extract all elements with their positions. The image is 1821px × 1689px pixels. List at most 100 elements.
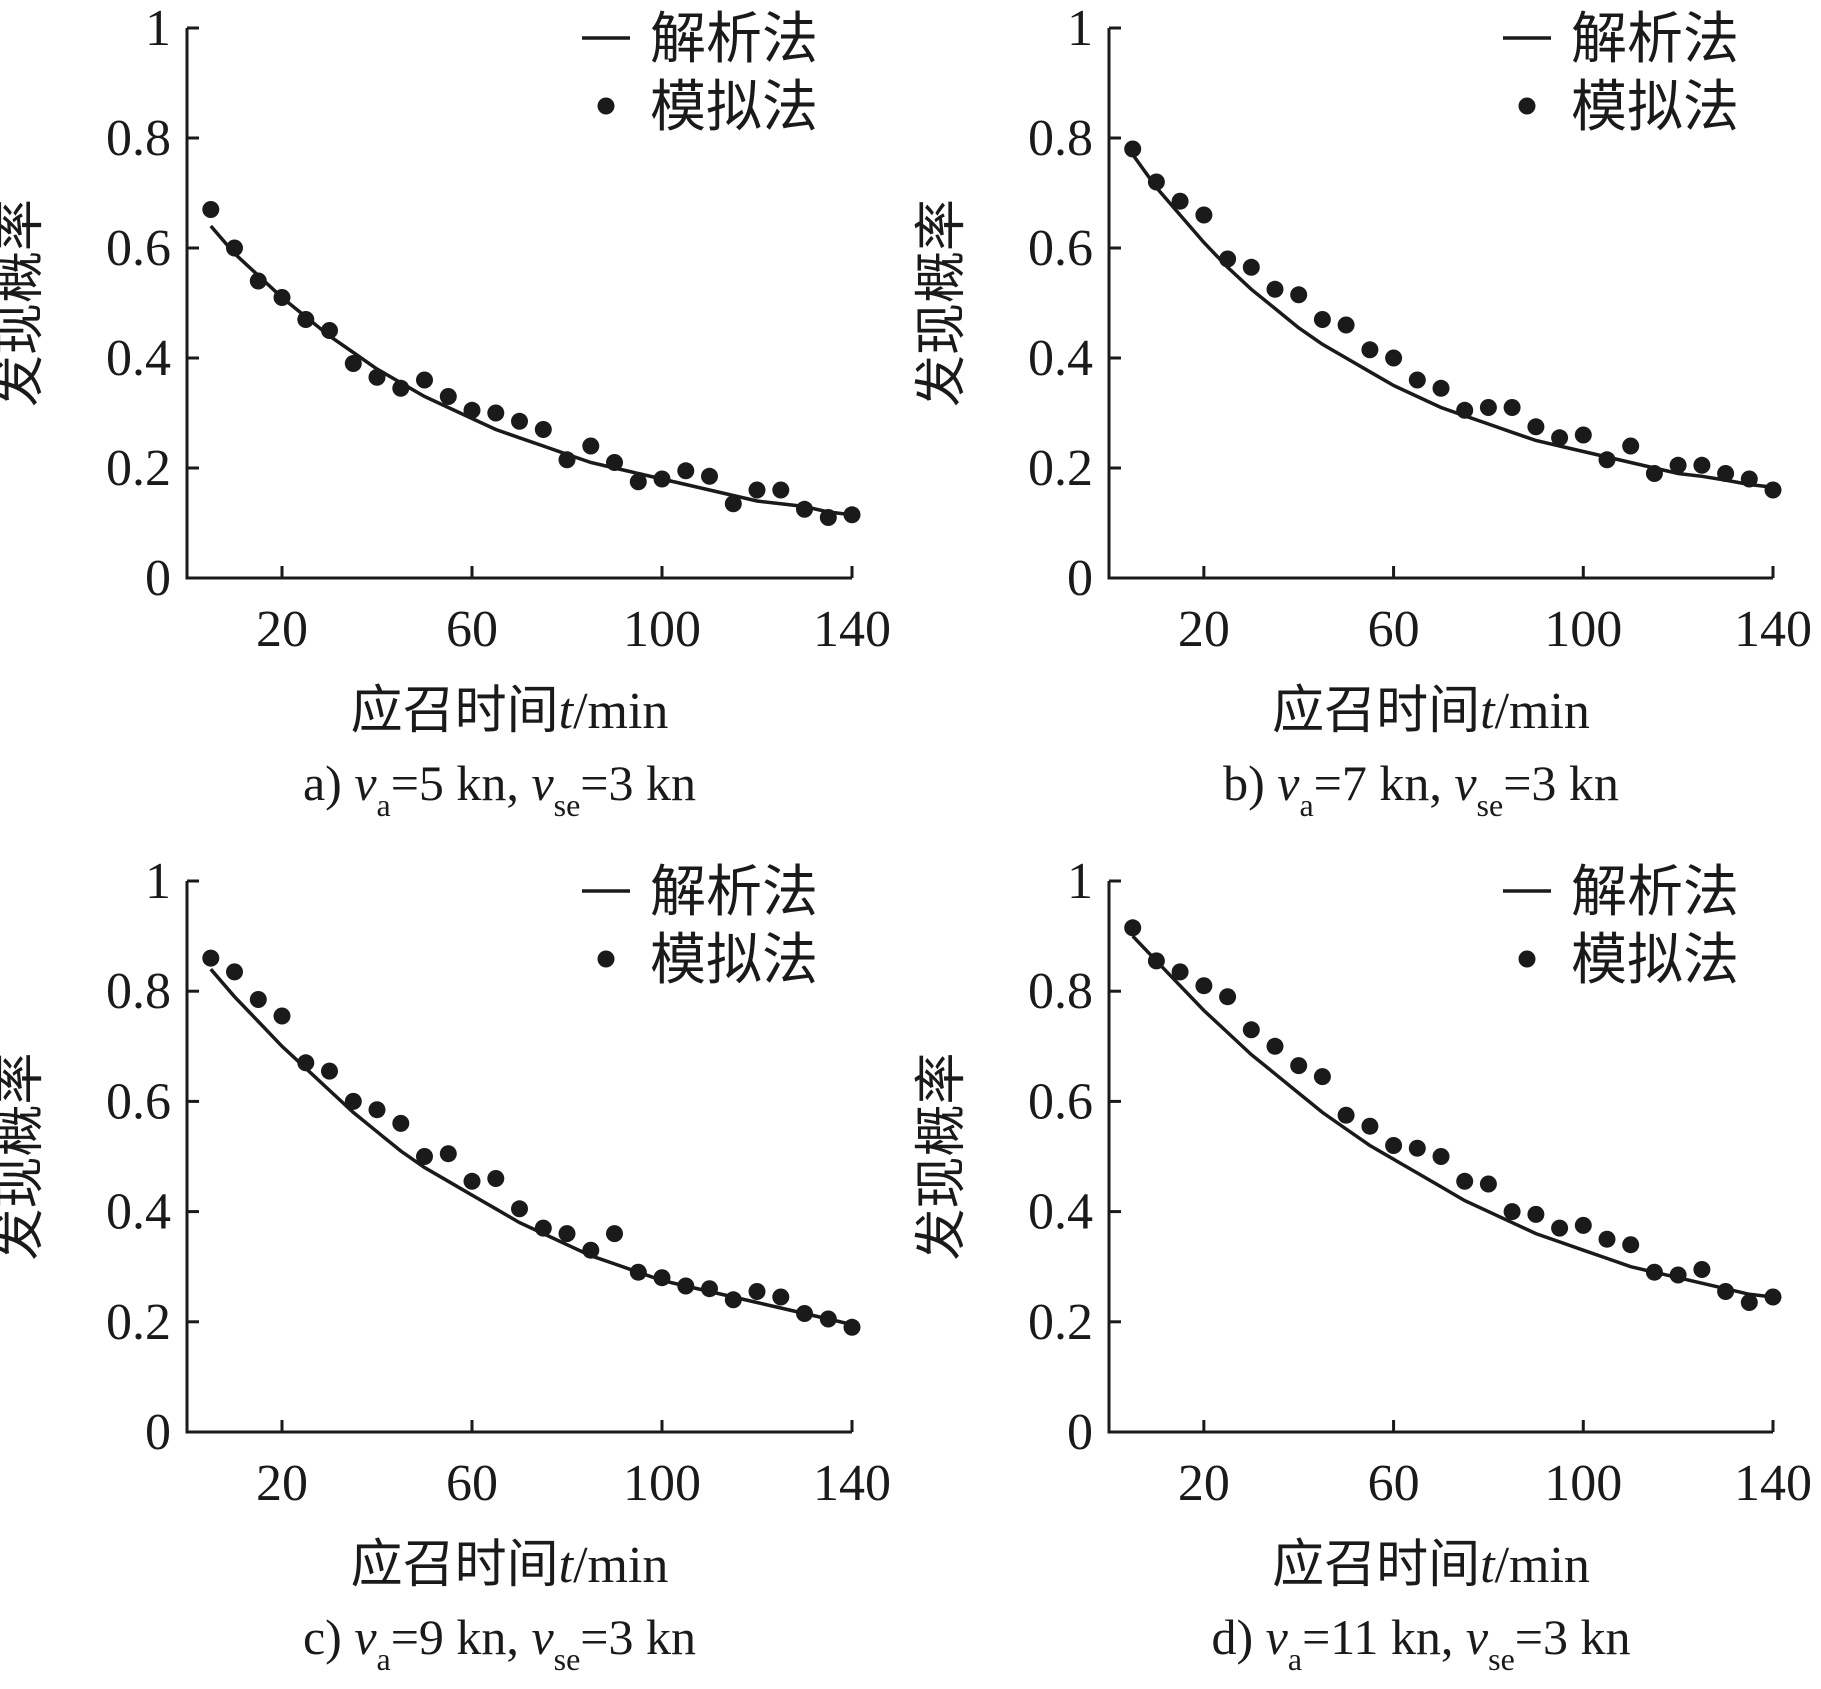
simulation-point (202, 949, 220, 967)
simulation-point (1361, 1117, 1379, 1135)
caption-suffix: =3 kn (580, 755, 696, 811)
simulation-point (1693, 456, 1711, 474)
panel-caption: c) va=9 kn, vse=3 kn (303, 1609, 696, 1677)
simulation-point (1266, 1037, 1284, 1055)
x-tick-label: 140 (813, 601, 891, 658)
caption-sub1: a (377, 787, 391, 823)
caption-suffix: =3 kn (580, 1609, 696, 1665)
x-axis-label-unit: /min (573, 683, 668, 740)
simulation-point (416, 1148, 433, 1165)
simulation-point (273, 289, 291, 306)
caption-var1: v (354, 755, 377, 811)
simulation-point (1740, 470, 1758, 488)
simulation-point (1266, 280, 1284, 298)
simulation-point (1147, 952, 1165, 970)
y-tick-label: 0.8 (106, 110, 171, 167)
simulation-point (511, 1200, 528, 1218)
caption-prefix: c) (303, 1609, 354, 1665)
chart-panel-a: 0 0.2 0.4 0.6 0.8 1 20 60 100 140 解析法模拟法发现概率应召时间t/… (0, 0, 891, 823)
simulation-point (558, 1225, 576, 1243)
simulation-point (1598, 451, 1616, 469)
simulation-point (226, 963, 243, 981)
x-axis-label-main: 应召时间 (351, 1535, 559, 1595)
simulation-point (1432, 1148, 1450, 1165)
legend-label-analytic: 解析法 (650, 7, 818, 72)
simulation-point (653, 470, 671, 488)
y-tick-label: 0.4 (1028, 330, 1093, 387)
y-tick-label: 0.6 (106, 220, 171, 277)
simulation-point (226, 239, 243, 257)
simulation-point (463, 401, 481, 419)
x-axis-label-main: 应召时间 (1272, 681, 1480, 741)
caption-var2: v (1466, 1609, 1489, 1665)
caption-sub1: a (1299, 787, 1313, 823)
panel-caption: b) va=7 kn, vse=3 kn (1223, 755, 1619, 823)
y-axis-label: 发现概率 (0, 199, 50, 407)
x-tick-label: 140 (1734, 601, 1812, 658)
simulation-point (701, 467, 718, 485)
simulation-point (1740, 1294, 1758, 1311)
y-tick-label: 0.4 (1028, 1184, 1093, 1241)
legend-dot-marker (1518, 97, 1536, 115)
y-axis-label: 发现概率 (912, 1052, 972, 1260)
simulation-point (1669, 1266, 1687, 1284)
caption-var2: v (531, 755, 554, 811)
y-tick-label: 0 (145, 1404, 171, 1461)
x-axis-label: 应召时间t/min (351, 1535, 669, 1595)
simulation-point (321, 322, 338, 339)
x-tick-label: 100 (623, 1455, 701, 1512)
y-tick-label: 0.2 (1028, 1294, 1093, 1351)
caption-prefix: d) (1212, 1609, 1266, 1665)
simulation-point (1503, 399, 1521, 416)
simulation-point (677, 462, 695, 480)
y-tick-label: 1 (1067, 853, 1093, 910)
x-axis-label-unit: /min (1495, 1537, 1590, 1594)
x-tick-label: 20 (1178, 1455, 1230, 1512)
caption-sub2: se (1488, 1641, 1515, 1677)
simulation-point (724, 495, 742, 513)
simulation-point (1219, 988, 1237, 1006)
y-tick-label: 0.8 (106, 963, 171, 1020)
x-axis-label-main: 应召时间 (1272, 1535, 1480, 1595)
caption-sub1: a (377, 1641, 391, 1677)
simulation-point (297, 311, 315, 328)
simulation-point (1551, 429, 1569, 447)
simulation-point (344, 355, 362, 372)
simulation-point (487, 404, 505, 422)
simulation-point (1527, 418, 1545, 436)
simulation-point (1337, 1106, 1355, 1124)
simulation-point (843, 506, 861, 524)
legend-dot-marker (597, 97, 615, 115)
simulation-point (819, 1310, 837, 1328)
simulation-point (1717, 1283, 1735, 1300)
simulation-point (606, 1225, 623, 1243)
simulation-point (1290, 286, 1308, 304)
x-axis-label: 应召时间t/min (1272, 681, 1590, 741)
simulation-point (1337, 316, 1355, 334)
simulation-point (606, 454, 623, 471)
simulation-point (1764, 1288, 1782, 1306)
y-tick-label: 0.8 (1028, 110, 1093, 167)
simulation-point (1622, 437, 1640, 455)
x-axis-label: 应召时间t/min (1272, 1535, 1590, 1595)
simulation-point (392, 379, 410, 397)
caption-sub2: se (1477, 787, 1504, 823)
simulation-point (819, 509, 837, 526)
caption-prefix: a) (303, 755, 354, 811)
caption-var1: v (354, 1609, 377, 1665)
chart-panel-d: 0 0.2 0.4 0.6 0.8 1 20 60 100 140 解析法模拟法发现概率应召时间t/… (912, 853, 1812, 1677)
simulation-point (796, 1305, 813, 1322)
simulation-point (1195, 206, 1213, 224)
simulation-point (1503, 1203, 1521, 1221)
simulation-point (439, 1145, 457, 1163)
simulation-point (392, 1114, 410, 1132)
simulation-point (1219, 250, 1237, 268)
simulation-point (701, 1280, 718, 1298)
x-axis-label: 应召时间t/min (351, 681, 669, 741)
simulation-point (653, 1269, 671, 1287)
simulation-point (511, 412, 528, 430)
x-tick-label: 60 (446, 601, 498, 658)
x-axis-label-unit: /min (1495, 683, 1590, 740)
simulation-point (202, 201, 220, 218)
caption-mid: =9 kn, (391, 1609, 532, 1665)
